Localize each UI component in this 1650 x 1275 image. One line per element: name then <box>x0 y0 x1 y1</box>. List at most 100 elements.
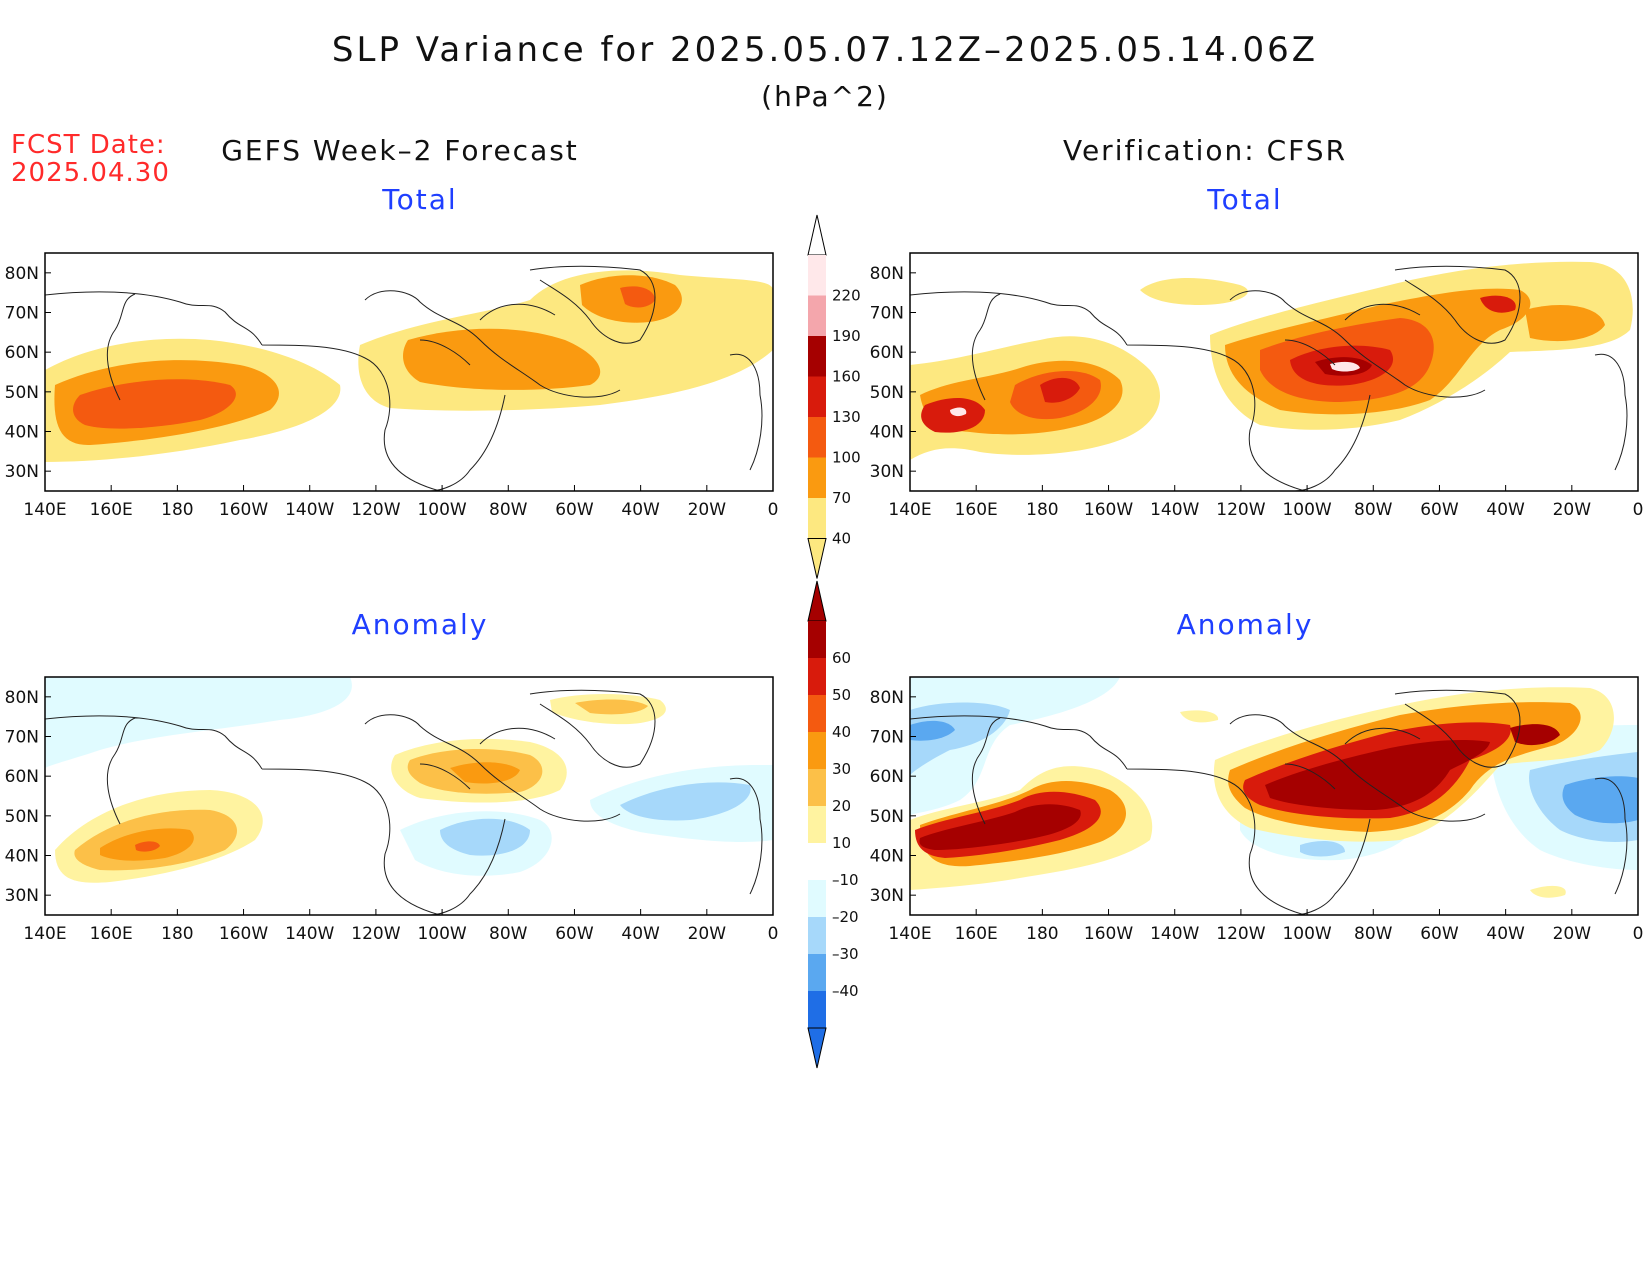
lat-tick-label: 80N <box>5 688 39 708</box>
cfsr-anomaly-contour-10d <box>1530 885 1566 898</box>
lon-tick-label: 60W <box>1420 924 1459 944</box>
colorbar-swatch <box>808 417 826 458</box>
right-column-title: Verification: CFSR <box>1062 134 1348 167</box>
lon-tick-label: 20W <box>688 500 727 520</box>
lon-tick-label: 0 <box>1633 924 1644 944</box>
lon-tick-label: 60W <box>555 500 594 520</box>
colorbar-label: 50 <box>832 686 851 704</box>
cfsr-total-contour-40b <box>1140 278 1248 305</box>
colorbar-swatch <box>808 658 826 695</box>
left-column-title: GEFS Week–2 Forecast <box>221 134 579 167</box>
lon-tick-label: 20W <box>688 924 727 944</box>
colorbar-swatch <box>808 621 826 658</box>
lon-tick-label: 160E <box>955 500 998 520</box>
lat-tick-label: 60N <box>870 343 904 363</box>
colorbar-swatch <box>808 295 826 336</box>
colorbar-swatch <box>808 917 826 954</box>
lat-tick-label: 60N <box>5 767 39 787</box>
lon-tick-label: 40W <box>621 924 660 944</box>
cfsr-total-contour-220 <box>950 407 967 417</box>
lon-tick-label: 20W <box>1553 500 1592 520</box>
cfsr-total-contour-70d <box>1525 305 1605 342</box>
gefs-anomaly-contour-30b <box>450 762 520 784</box>
gefs-anomaly-contour-neg20 <box>440 818 530 856</box>
cfsr-anomaly-contour-10c <box>1180 710 1219 723</box>
colorbar-label: 220 <box>832 287 861 305</box>
lat-tick-label: 30N <box>5 886 39 906</box>
lon-tick-label: 140E <box>23 924 66 944</box>
cfsr-anomaly-contour-neg30 <box>910 720 955 741</box>
lon-tick-label: 0 <box>768 500 779 520</box>
lon-tick-label: 160W <box>1084 924 1133 944</box>
colorbar-label: –10 <box>832 871 859 889</box>
cfsr-anomaly-contour-neg20 <box>910 702 1010 775</box>
gefs-total-map: 140E 160E 180 160W 140W 120W 100W 80W 60W 40W 20W 0… <box>5 252 779 520</box>
colorbar-swatch <box>808 843 826 880</box>
cfsr-anomaly-frame <box>909 676 1639 916</box>
gefs-anomaly-title: Anomaly <box>351 608 489 641</box>
cfsr-anomaly-contour-60b <box>1265 740 1490 810</box>
gefs-total-title: Total <box>382 183 458 216</box>
lon-tick-label: 120W <box>1216 500 1265 520</box>
total-colorbar: 220 190 160 130 100 70 40 <box>807 214 861 579</box>
cfsr-total-contour-130d <box>1480 295 1516 313</box>
lon-tick-label: 180 <box>1026 500 1058 520</box>
colorbar-swatch <box>808 255 826 296</box>
lat-tick-label: 50N <box>5 383 39 403</box>
colorbar-swatch <box>808 457 826 498</box>
colorbar-swatch <box>808 991 826 1028</box>
colorbar-label: 100 <box>832 449 861 467</box>
lat-tick-label: 40N <box>5 847 39 867</box>
colorbar-bottom-arrow <box>807 1027 827 1069</box>
colorbar-label: 60 <box>832 649 851 667</box>
colorbar-swatch <box>808 880 826 917</box>
lon-tick-label: 180 <box>1026 924 1058 944</box>
gefs-anomaly-frame <box>44 676 774 916</box>
gefs-anomaly-contour-neg10 <box>45 677 352 768</box>
cfsr-total-coastlines <box>910 265 1628 491</box>
lon-tick-label: 0 <box>768 924 779 944</box>
main-title: SLP Variance for 2025.05.07.12Z–2025.05.… <box>331 30 1319 70</box>
colorbar-swatch <box>808 732 826 769</box>
colorbar-label: 40 <box>832 723 851 741</box>
colorbar-swatch <box>808 498 826 539</box>
colorbar-swatch <box>808 954 826 991</box>
lon-tick-label: 140E <box>888 500 931 520</box>
gefs-anomaly-coastlines <box>45 689 763 915</box>
lon-tick-label: 120W <box>351 924 400 944</box>
lon-tick-label: 160E <box>90 924 133 944</box>
lat-tick-label: 70N <box>5 304 39 324</box>
units-label: (hPa^2) <box>761 80 889 113</box>
lat-tick-label: 40N <box>870 847 904 867</box>
cfsr-total-contour-130b <box>1040 377 1080 403</box>
gefs-anomaly-map: 140E 160E 180 160W 140W 120W 100W 80W 60W 40W 20W 0… <box>5 676 779 944</box>
lat-tick-label: 80N <box>5 264 39 284</box>
lon-tick-label: 100W <box>1282 924 1331 944</box>
lon-tick-label: 180 <box>161 500 193 520</box>
lon-tick-label: 140E <box>888 924 931 944</box>
lon-tick-label: 100W <box>417 500 466 520</box>
lat-tick-label: 70N <box>870 304 904 324</box>
lon-tick-label: 140W <box>1150 500 1199 520</box>
colorbar-label: 40 <box>832 530 851 548</box>
cfsr-anomaly-contour-neg30b <box>1562 776 1638 824</box>
lon-tick-label: 140E <box>23 500 66 520</box>
lat-tick-label: 30N <box>5 462 39 482</box>
lon-tick-label: 60W <box>555 924 594 944</box>
gefs-total-contour-100 <box>73 379 236 429</box>
cfsr-anomaly-contour-60 <box>919 804 1081 850</box>
lon-tick-label: 80W <box>1354 924 1393 944</box>
cfsr-total-map: 140E 160E 180 160W 140W 120W 100W 80W 60W 40W 20W 0… <box>870 252 1643 520</box>
colorbar-label: 20 <box>832 797 851 815</box>
colorbar-label: –40 <box>832 982 859 1000</box>
lon-tick-label: 140W <box>1150 924 1199 944</box>
colorbar-swatch <box>808 376 826 417</box>
gefs-anomaly-contour-20c <box>575 699 648 715</box>
colorbar-label: 70 <box>832 489 851 507</box>
lon-tick-label: 100W <box>417 924 466 944</box>
gefs-total-coastlines <box>45 265 763 491</box>
colorbar-label: –20 <box>832 908 859 926</box>
colorbar-swatch <box>808 806 826 843</box>
lat-tick-label: 40N <box>870 423 904 443</box>
